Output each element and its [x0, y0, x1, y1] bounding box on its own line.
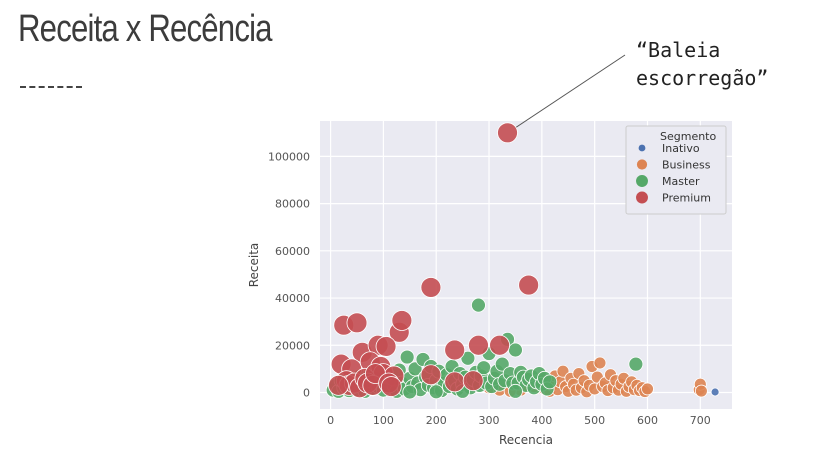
- point-master: [628, 356, 644, 372]
- legend-entry-business: Business: [662, 159, 711, 172]
- data-points: [325, 122, 720, 400]
- y-tick-label: 20000: [275, 339, 310, 352]
- point-master: [494, 356, 510, 372]
- point-master: [399, 349, 415, 365]
- x-tick-label: 200: [426, 414, 447, 427]
- point-master: [428, 384, 444, 400]
- y-tick-labels: 0 20000 40000 60000 80000 100000: [268, 150, 310, 399]
- legend-title: Segmento: [660, 130, 717, 143]
- y-tick-label: 60000: [275, 245, 310, 258]
- legend-entry-premium: Premium: [662, 192, 711, 205]
- x-tick-label: 300: [479, 414, 500, 427]
- x-tick-label: 600: [637, 414, 658, 427]
- x-axis-label: Recencia: [499, 433, 553, 447]
- point-business: [593, 356, 607, 370]
- point-master: [407, 361, 423, 377]
- outlier-annotation: “Baleia escorregão”: [636, 38, 769, 90]
- x-tick-label: 400: [531, 414, 552, 427]
- legend-entry-inativo: Inativo: [662, 142, 700, 155]
- point-business: [694, 384, 708, 398]
- x-tick-label: 0: [327, 414, 334, 427]
- point-business: [641, 382, 654, 396]
- legend-marker-master: [636, 175, 648, 187]
- point-premium: [346, 312, 368, 334]
- x-tick-label: 500: [584, 414, 605, 427]
- legend: Segmento Inativo Business Master Premium: [625, 125, 727, 215]
- point-premium: [462, 370, 484, 392]
- y-tick-label: 100000: [268, 150, 310, 163]
- y-tick-label: 80000: [275, 198, 310, 211]
- point-master: [402, 384, 418, 400]
- point-master: [542, 374, 558, 390]
- annotation-arrow: [514, 54, 626, 129]
- point-premium: [420, 364, 442, 386]
- y-tick-label: 0: [303, 386, 310, 399]
- point-premium: [468, 334, 489, 356]
- point-inativo: [710, 387, 720, 397]
- slide-title: Receita x Recência: [18, 8, 273, 50]
- legend-entry-master: Master: [662, 175, 700, 188]
- point-premium: [420, 277, 442, 298]
- legend-box: [625, 125, 727, 215]
- legend-marker-business: [636, 159, 648, 170]
- legend-marker-inativo: [638, 144, 646, 152]
- point-premium: [444, 339, 466, 361]
- point-premium: [380, 376, 402, 397]
- x-tick-labels: 0 100 200 300 400 500 600 700: [327, 414, 711, 427]
- x-tick-label: 700: [690, 414, 711, 427]
- point-master: [508, 342, 523, 358]
- point-premium: [489, 334, 510, 356]
- title-divider: [20, 86, 82, 88]
- point-premium: [497, 122, 518, 144]
- y-axis-label: Receita: [247, 243, 261, 288]
- point-premium: [391, 310, 413, 331]
- point-premium: [444, 371, 466, 393]
- point-premium: [518, 274, 540, 296]
- legend-marker-premium: [636, 191, 648, 204]
- point-premium: [375, 336, 397, 357]
- point-premium: [328, 374, 349, 396]
- point-master: [471, 297, 486, 313]
- point-master: [508, 383, 523, 399]
- x-tick-label: 100: [373, 414, 394, 427]
- y-tick-label: 40000: [275, 292, 310, 305]
